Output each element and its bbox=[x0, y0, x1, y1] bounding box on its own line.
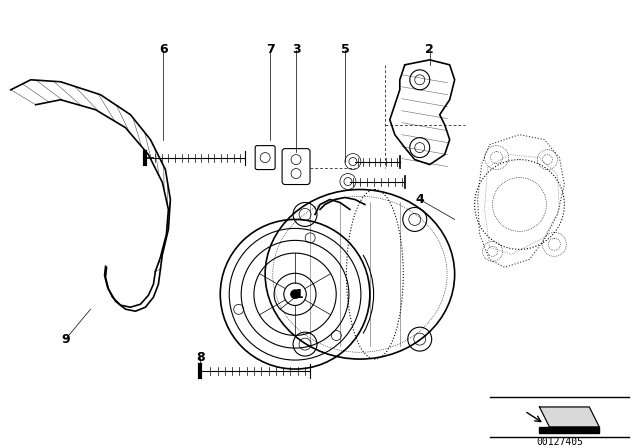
Text: 00127405: 00127405 bbox=[536, 437, 583, 447]
Text: 6: 6 bbox=[159, 43, 168, 56]
Text: 9: 9 bbox=[61, 332, 70, 345]
Polygon shape bbox=[540, 407, 599, 427]
Text: 4: 4 bbox=[415, 193, 424, 206]
Text: 3: 3 bbox=[292, 43, 300, 56]
Text: 5: 5 bbox=[340, 43, 349, 56]
Text: 2: 2 bbox=[426, 43, 434, 56]
Polygon shape bbox=[540, 427, 599, 433]
Text: 1: 1 bbox=[294, 288, 303, 301]
Circle shape bbox=[291, 290, 300, 299]
Text: 8: 8 bbox=[196, 351, 205, 364]
Text: 7: 7 bbox=[266, 43, 275, 56]
